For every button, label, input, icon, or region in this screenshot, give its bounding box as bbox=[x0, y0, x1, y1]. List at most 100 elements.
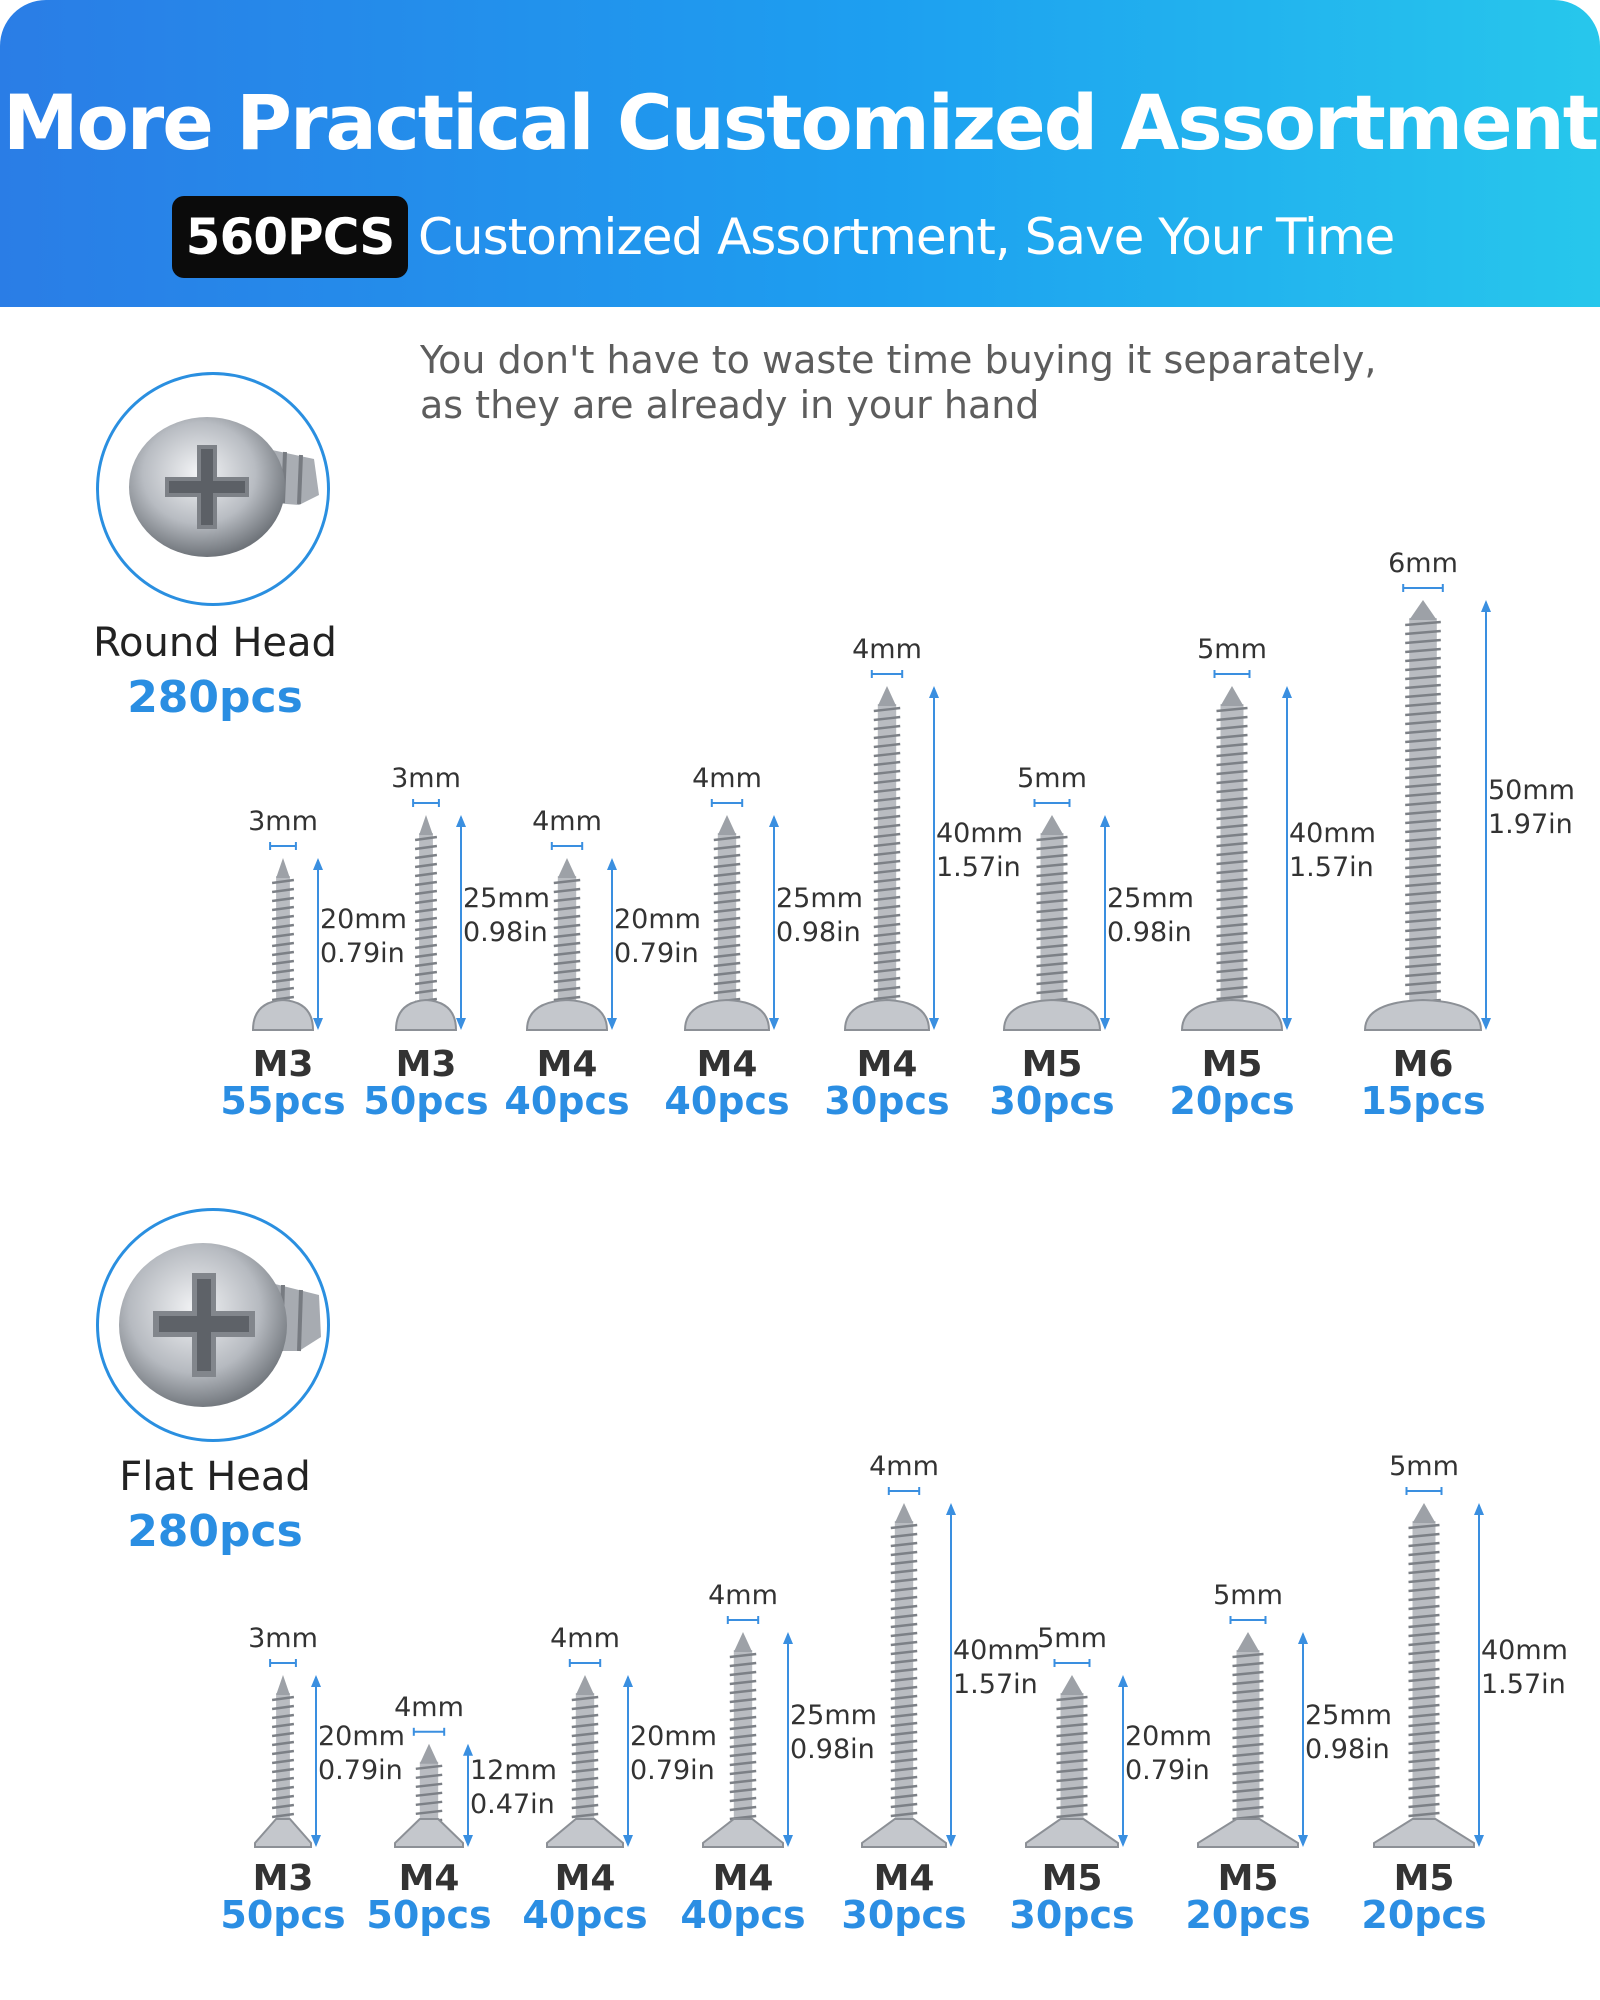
screw-threads bbox=[1056, 1695, 1088, 1828]
tagline: You don't have to waste time buying it s… bbox=[420, 338, 1376, 428]
screw-diameter-label: 4mm bbox=[852, 634, 922, 665]
screw-threads bbox=[1405, 620, 1441, 1005]
screw-threads bbox=[873, 706, 901, 1010]
screw-round-head bbox=[1363, 998, 1483, 1031]
length-arrowhead bbox=[1298, 1632, 1308, 1644]
length-arrowhead bbox=[1118, 1675, 1128, 1687]
length-arrowhead bbox=[311, 1835, 321, 1847]
screw-tip bbox=[276, 1675, 290, 1695]
screw-length-mm-label: 25mm bbox=[790, 1699, 877, 1731]
flat-head-closeup bbox=[119, 1243, 321, 1407]
length-arrowhead bbox=[769, 815, 779, 827]
screw-threads bbox=[271, 1695, 295, 1828]
screw-quantity-label: 30pcs bbox=[989, 1079, 1115, 1123]
tagline-line-2: as they are already in your hand bbox=[420, 383, 1040, 427]
screw-shank bbox=[717, 833, 737, 1018]
tagline-line-1: You don't have to waste time buying it s… bbox=[420, 338, 1377, 382]
length-arrowhead bbox=[783, 1835, 793, 1847]
screw-diameter-label: 6mm bbox=[1388, 548, 1458, 579]
screw-tip bbox=[1040, 815, 1064, 835]
screw-diameter-label: 4mm bbox=[692, 763, 762, 794]
screw-flat-head bbox=[702, 1818, 784, 1848]
screw-length-in-label: 0.98in bbox=[1305, 1733, 1390, 1765]
screw-length-mm-label: 20mm bbox=[1125, 1721, 1212, 1752]
length-arrowhead bbox=[607, 1018, 617, 1030]
screw-flat-head bbox=[1197, 1818, 1299, 1848]
screw-length-mm-label: 40mm bbox=[936, 818, 1023, 849]
screw-1 bbox=[254, 1659, 321, 1848]
screw-shank bbox=[276, 1693, 290, 1835]
screw-threads bbox=[415, 1764, 443, 1824]
screw-quantity-label: 55pcs bbox=[220, 1079, 346, 1123]
screw-tip bbox=[877, 686, 897, 706]
screw-7 bbox=[1197, 1616, 1308, 1848]
screw-diameter-label: 5mm bbox=[1213, 1580, 1283, 1611]
length-arrowhead bbox=[946, 1835, 956, 1847]
screw-round-head bbox=[394, 998, 458, 1031]
screw-tip bbox=[557, 858, 577, 878]
screw-shank bbox=[733, 1650, 753, 1835]
screw-shank bbox=[1060, 1693, 1084, 1835]
length-arrowhead bbox=[1100, 1018, 1110, 1030]
screw-length-mm-label: 20mm bbox=[614, 904, 701, 935]
screw-length-mm-label: 40mm bbox=[1289, 818, 1376, 849]
screw-size-label: M5 bbox=[1201, 1044, 1263, 1085]
screw-length-in-label: 0.79in bbox=[614, 938, 699, 969]
screw-size-label: M3 bbox=[395, 1044, 457, 1085]
screw-shank bbox=[419, 833, 433, 1018]
screw-tip bbox=[1060, 1675, 1084, 1695]
screw-diameter-label: 5mm bbox=[1389, 1451, 1459, 1482]
screw-diameter-label: 5mm bbox=[1017, 763, 1087, 794]
screw-shank bbox=[419, 1761, 439, 1835]
screw-length-mm-label: 20mm bbox=[630, 1721, 717, 1752]
screw-length-mm-label: 25mm bbox=[1107, 882, 1194, 914]
length-arrowhead bbox=[313, 858, 323, 870]
screw-quantity-label: 15pcs bbox=[1360, 1079, 1486, 1123]
screw-tip bbox=[419, 1743, 439, 1764]
screw-flat-head bbox=[1025, 1818, 1119, 1848]
screw-threads bbox=[1216, 706, 1248, 1010]
screw-4 bbox=[702, 1616, 793, 1848]
screw-shank bbox=[276, 876, 290, 1018]
screw-length-in-label: 0.79in bbox=[630, 1755, 715, 1786]
screw-length-in-label: 0.98in bbox=[776, 916, 861, 948]
round-head-screw-icon bbox=[96, 372, 330, 606]
screw-length-in-label: 1.57in bbox=[1481, 1669, 1566, 1700]
screw-tip bbox=[419, 815, 433, 835]
screw-threads bbox=[553, 878, 581, 1011]
piece-count-badge: 560PCS bbox=[172, 196, 408, 278]
screw-6 bbox=[1025, 1659, 1128, 1848]
screw-flat-head bbox=[861, 1818, 947, 1848]
screw-diameter-label: 3mm bbox=[391, 763, 461, 794]
screw-7 bbox=[1180, 670, 1292, 1031]
screw-diameter-label: 3mm bbox=[248, 1623, 318, 1654]
screw-quantity-label: 30pcs bbox=[824, 1079, 950, 1123]
screw-round-head bbox=[843, 998, 931, 1031]
length-arrowhead bbox=[607, 858, 617, 870]
screw-4 bbox=[683, 799, 779, 1031]
screw-size-label: M4 bbox=[856, 1044, 918, 1085]
screw-diameter-label: 4mm bbox=[708, 1580, 778, 1611]
screw-diameter-label: 3mm bbox=[248, 806, 318, 837]
screw-quantity-label: 50pcs bbox=[366, 1893, 492, 1937]
screw-tip bbox=[1220, 686, 1244, 706]
screw-round-head bbox=[525, 998, 609, 1031]
round-head-count: 280pcs bbox=[127, 672, 303, 723]
screw-size-label: M3 bbox=[252, 1858, 314, 1899]
screw-diameter-label: 5mm bbox=[1197, 634, 1267, 665]
flat-head-screw-icon bbox=[96, 1208, 330, 1442]
screw-tip bbox=[717, 815, 737, 835]
screw-size-label: M4 bbox=[712, 1858, 774, 1899]
screw-threads bbox=[713, 835, 741, 1004]
screw-flat-head bbox=[1373, 1818, 1475, 1848]
length-arrowhead bbox=[1474, 1503, 1484, 1515]
screw-diameter-label: 4mm bbox=[550, 1623, 620, 1654]
screw-size-label: M4 bbox=[873, 1858, 935, 1899]
screw-round-head bbox=[1002, 998, 1102, 1031]
screw-diameter-label: 4mm bbox=[869, 1451, 939, 1482]
screw-size-label: M3 bbox=[252, 1044, 314, 1085]
length-arrowhead bbox=[313, 1018, 323, 1030]
screw-size-label: M5 bbox=[1217, 1858, 1279, 1899]
screw-threads bbox=[271, 878, 295, 1011]
